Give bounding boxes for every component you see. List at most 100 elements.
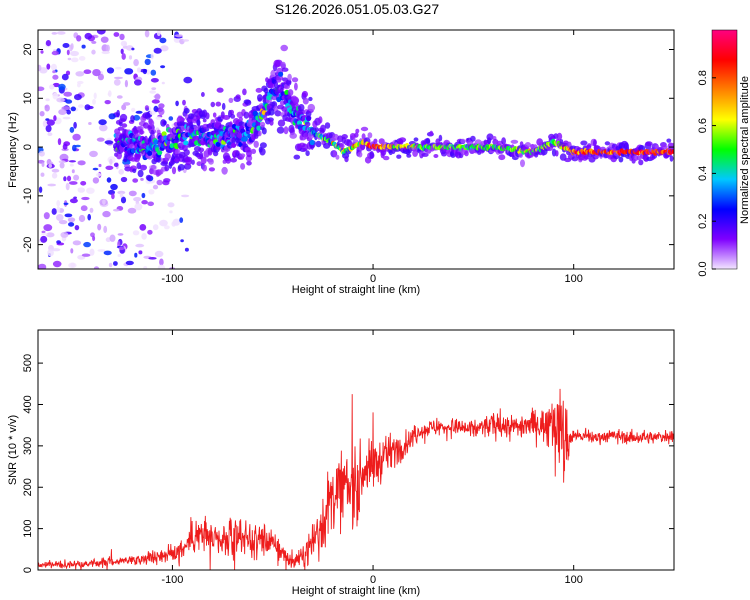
spectrogram-noise-blob	[157, 264, 166, 269]
spectrogram-noise-blob	[70, 248, 74, 254]
spectrogram-noise-blob	[67, 217, 76, 223]
snr-frame	[37, 329, 675, 571]
spectrogram-noise-blob	[92, 98, 96, 105]
spectrogram-halo	[239, 153, 246, 158]
spectrogram-noise-blob	[124, 68, 134, 75]
spectrogram-ridge-cell	[242, 136, 248, 142]
spectrogram-noise-blob	[174, 34, 183, 38]
spectrogram-halo	[230, 158, 238, 163]
spectrogram-halo	[228, 97, 234, 103]
spectrogram-noise-blob	[47, 183, 57, 187]
spectrogram-halo	[144, 105, 149, 111]
spectrogram-noise-blob	[152, 184, 159, 190]
spectrogram-halo	[198, 147, 205, 153]
spectrogram-halo	[139, 128, 144, 135]
spectrogram-noise-blob	[58, 109, 67, 115]
spectrogram-noise-blob	[87, 105, 94, 110]
y-tick-label: 200	[22, 478, 34, 496]
snr-ticks: -100 0 100 0 100 200 300 400 500	[22, 330, 674, 586]
spectrogram-halo	[191, 159, 195, 165]
spectrogram-halo	[518, 152, 523, 158]
spectrogram-halo	[556, 132, 563, 141]
spectrogram-noise-blob	[134, 79, 142, 86]
spectrogram-noise-blob	[53, 115, 57, 122]
spectrogram-halo	[520, 159, 525, 168]
spectrogram-ridge-cell	[671, 149, 674, 154]
spectrogram-noise-blob	[58, 83, 66, 90]
spectrogram-noise-blob	[84, 32, 93, 40]
spectrogram-halo	[212, 112, 217, 118]
spectrogram-halo	[332, 150, 337, 158]
spectrogram-noise-blob	[97, 73, 104, 81]
spectrogram-noise-blob	[141, 192, 146, 199]
spectrogram-noise-blob	[149, 110, 156, 116]
spectrogram-ridge-cell	[306, 115, 312, 122]
spectrogram-noise-blob	[124, 79, 128, 88]
spectrogram-halo	[230, 114, 236, 119]
spectrogram-halo	[259, 147, 266, 156]
spectrogram-halo	[274, 110, 282, 117]
spectrogram-noise-blob	[182, 39, 190, 42]
spectrogram-halo	[460, 138, 466, 144]
spectrogram-heatmap	[38, 30, 674, 269]
spectrogram-halo	[221, 102, 226, 111]
colorbar-label: Normalized spectral amplitude	[739, 76, 750, 224]
spectrogram-halo	[286, 79, 292, 86]
spectrogram-noise-blob	[49, 84, 55, 90]
spectrogram-noise-blob	[40, 235, 48, 243]
spectrogram-halo	[367, 132, 373, 139]
y-tick-label: 20	[22, 43, 34, 55]
spectrogram-halo	[645, 141, 653, 147]
spectrogram-noise-blob	[159, 219, 168, 227]
spectrogram-halo	[398, 137, 407, 143]
colorbar-tick-label: 0.8	[697, 70, 709, 85]
y-tick-label: 0	[22, 567, 34, 573]
spectrogram-noise-blob	[160, 45, 169, 52]
spectrogram-noise-blob	[68, 262, 77, 269]
spectrogram-ridge-cell	[278, 71, 284, 77]
spectrogram-noise-blob	[99, 124, 108, 132]
spectrogram-noise-blob	[43, 212, 50, 220]
spectrogram-halo	[200, 156, 207, 165]
spectrogram-halo	[246, 149, 252, 158]
spectrogram-noise-blob	[175, 100, 179, 107]
spectrogram-halo	[369, 151, 375, 159]
spectrogram-halo	[179, 117, 185, 122]
spectrogram-noise-blob	[169, 210, 173, 214]
spectrogram-noise-blob	[101, 50, 110, 55]
spectrogram-halo	[210, 101, 216, 108]
spectrogram-halo	[164, 153, 171, 160]
spectrogram-halo	[259, 121, 266, 128]
spectrogram-noise-blob	[171, 221, 176, 227]
spectrogram-noise-blob	[92, 167, 99, 171]
spectrogram-noise-blob	[80, 205, 88, 212]
spectrogram-halo	[297, 109, 305, 116]
spectrogram-halo	[276, 126, 285, 134]
spectrogram-halo	[221, 166, 228, 175]
spectrogram-halo	[201, 92, 205, 97]
spectrogram-noise-blob	[142, 68, 147, 75]
spectrogram-noise-blob	[113, 208, 120, 212]
spectrogram-noise-blob	[120, 176, 128, 183]
spectrogram-halo	[208, 158, 214, 165]
spectrogram-halo	[208, 167, 215, 172]
spectrogram-halo	[301, 143, 308, 152]
spectrogram-noise-blob	[96, 137, 105, 142]
spectrogram-ridge-cell	[309, 139, 315, 146]
spectrogram-halo	[270, 69, 277, 78]
spectrogram-halo	[164, 164, 170, 172]
spectrogram-noise-blob	[38, 263, 47, 269]
spectrogram-halo	[255, 87, 263, 93]
spectrogram-halo	[315, 140, 322, 148]
spectrogram-noise-blob	[38, 186, 43, 193]
spectrogram-halo	[156, 179, 163, 186]
spectrogram-noise-blob	[106, 67, 115, 74]
spectrogram-noise-blob	[121, 53, 126, 60]
spectrogram-halo	[202, 118, 207, 123]
spectrogram-noise-blob	[73, 174, 80, 181]
spectrogram-halo	[524, 142, 532, 148]
spectrogram-halo	[216, 87, 224, 93]
spectrogram-noise-blob	[56, 200, 61, 207]
spectrogram-noise-blob	[51, 50, 59, 56]
spectrogram-noise-blob	[56, 97, 65, 103]
